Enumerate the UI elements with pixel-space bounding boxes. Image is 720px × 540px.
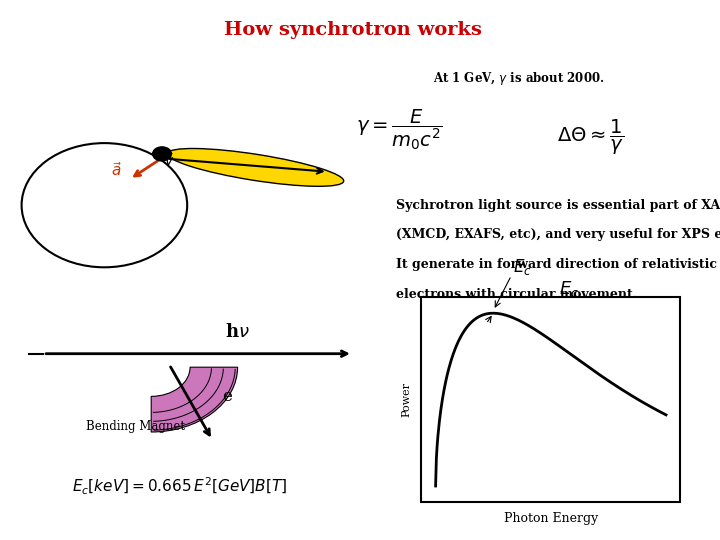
Wedge shape [151,367,238,432]
Text: $\Delta\Theta \approx \dfrac{1}{\gamma}$: $\Delta\Theta \approx \dfrac{1}{\gamma}$ [557,118,624,157]
Text: electrons with circular movement.: electrons with circular movement. [396,288,637,301]
Text: Photon Energy: Photon Energy [504,512,598,525]
Text: Power: Power [402,382,412,417]
Text: h$\nu$: h$\nu$ [225,323,250,341]
Text: $\gamma = \dfrac{E}{m_0 c^2}$: $\gamma = \dfrac{E}{m_0 c^2}$ [356,107,443,152]
Text: Sychrotron light source is essential part of XAS: Sychrotron light source is essential par… [396,199,720,212]
Text: $E_c$: $E_c$ [513,257,531,278]
Text: (XMCD, EXAFS, etc), and very useful for XPS etc.: (XMCD, EXAFS, etc), and very useful for … [396,228,720,241]
Text: $E_c\left[keV\right]=0.665\,E^2\left[GeV\right]B\left[T\right]$: $E_c\left[keV\right]=0.665\,E^2\left[GeV… [72,475,288,497]
Text: Bending Magnet: Bending Magnet [86,420,185,433]
Bar [421,297,680,502]
Circle shape [153,147,171,161]
Text: It generate in forward direction of relativistic: It generate in forward direction of rela… [396,258,717,271]
Text: $\vec{a}$: $\vec{a}$ [111,161,122,179]
Ellipse shape [168,148,343,186]
Text: How synchrotron works: How synchrotron works [224,21,482,39]
Text: Power law: Power law [443,314,501,323]
Text: $\vec{v}$: $\vec{v}$ [164,152,174,168]
Text: At 1 GeV, $\gamma$ is about 2000.: At 1 GeV, $\gamma$ is about 2000. [433,70,604,87]
Text: e: e [222,388,232,406]
Text: $E_c$: $E_c$ [559,279,579,299]
